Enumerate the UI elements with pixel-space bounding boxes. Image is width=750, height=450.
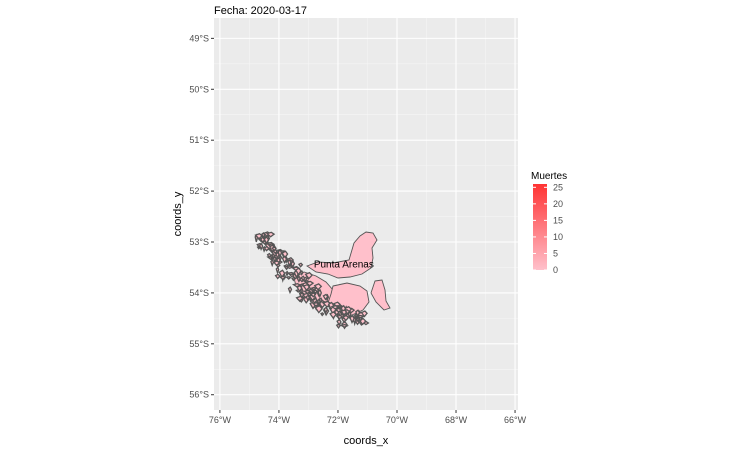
archipelago-island [287,258,292,268]
archipelago-island [271,253,276,260]
plot-panel [214,18,518,410]
archipelago-island [360,310,368,318]
archipelago-island [327,301,335,311]
y-tick-label: 55°S [189,339,209,349]
region-mainland [306,231,378,279]
archipelago-island [300,275,306,282]
y-tick-label: 50°S [189,84,209,94]
y-tick-label: 53°S [189,237,209,247]
y-tick-label: 49°S [189,33,209,43]
archipelago-island [258,242,264,252]
archipelago-island [265,231,276,238]
archipelago-island [271,246,277,252]
archipelago-island [275,266,280,275]
legend-tick-label: 0 [553,265,558,275]
archipelago-island [297,262,304,268]
archipelago-island [340,309,348,316]
archipelago-island [281,255,288,265]
x-tick-label: 76°W [209,415,232,425]
archipelago-island [301,292,311,299]
legend-title: Muertes [531,171,567,182]
archipelago-island [335,314,344,320]
archipelago-island [263,245,270,252]
archipelago-island [314,305,323,314]
y-axis-title: coords_y [172,191,184,236]
archipelago-island [317,288,323,299]
archipelago-island [263,236,270,245]
x-tick-label: 74°W [268,415,291,425]
archipelago-island [299,270,304,276]
minor-gridlines [214,18,518,410]
archipelago-island [281,250,289,260]
archipelago-island [313,283,323,291]
archipelago-island [287,286,293,295]
archipelago-island [305,294,311,302]
region-layer: Punta Arenas [254,231,391,330]
major-gridlines [214,18,518,410]
archipelago-island [303,289,312,295]
region-archipelago [254,231,370,330]
archipelago-island [322,293,329,301]
archipelago-island [320,312,325,317]
archipelago-island [349,314,355,325]
archipelago-island [333,309,340,316]
y-tick-label: 56°S [189,390,209,400]
archipelago-island [311,301,320,307]
archipelago-island [270,258,275,268]
region-label: Punta Arenas [314,259,374,270]
x-tick-label: 66°W [504,415,527,425]
plot-title: Fecha: 2020-03-17 [214,5,307,17]
x-axis: 76°W 74°W 72°W 70°W 68°W 66°W [209,410,527,425]
x-tick-label: 68°W [445,415,468,425]
archipelago-island [323,306,329,314]
legend-tick-label: 20 [553,199,563,209]
archipelago-island [288,273,295,278]
y-axis: 49°S 50°S 51°S 52°S 53°S 54°S 55°S 56°S [189,33,214,400]
archipelago-island [274,273,281,280]
legend-tick-label: 15 [553,215,563,225]
x-tick-label: 72°W [327,415,350,425]
legend-tick-label: 25 [553,182,563,192]
color-legend: Muertes 0 5 10 15 20 25 [531,171,567,275]
archipelago-island [285,275,292,280]
x-axis-title: coords_x [344,435,389,447]
y-tick-label: 54°S [189,288,209,298]
archipelago-island [299,298,304,303]
archipelago-island [278,275,287,280]
archipelago-island [275,263,281,268]
legend-colorbar [533,184,547,270]
archipelago-island [299,291,305,300]
legend-ticks: 0 5 10 15 20 25 [533,182,563,275]
archipelago-island [318,297,323,304]
y-tick-label: 52°S [189,186,209,196]
archipelago-island [291,283,302,288]
archipelago-island [354,314,366,319]
archipelago-island [312,289,318,295]
archipelago-island [261,232,266,239]
legend-tick-label: 10 [553,232,563,242]
archipelago-island [302,283,311,292]
archipelago-island [339,323,349,328]
x-tick-label: 70°W [386,415,409,425]
archipelago-island [278,269,286,279]
y-tick-label: 51°S [189,135,209,145]
archipelago-island [342,314,350,322]
legend-tick-label: 5 [553,248,558,258]
archipelago-island [295,267,302,276]
archipelago-island [330,305,340,310]
archipelago-island [336,318,342,326]
archipelago-island [304,271,314,280]
region-east-island [370,279,391,311]
archipelago-island [310,292,317,298]
archipelago-island [272,255,277,265]
archipelago-island [310,286,317,291]
archipelago-island [272,260,281,267]
archipelago-island [358,316,363,322]
archipelago-island [354,309,361,318]
archipelago-island [275,251,280,260]
archipelago-island [291,276,296,282]
